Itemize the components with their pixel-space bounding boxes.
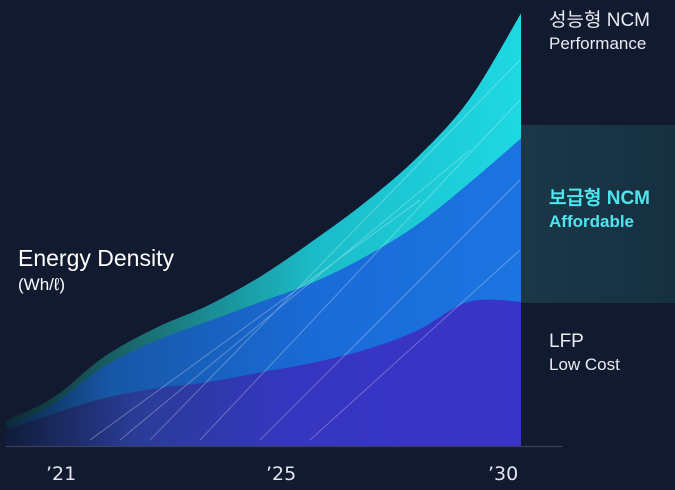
legend-affordable: 보급형 NCM Affordable <box>549 187 650 233</box>
light-streak <box>199 99 521 441</box>
legend-sublabel: Affordable <box>549 212 634 231</box>
area-lfp <box>6 299 521 446</box>
legend-sublabel: Low Cost <box>549 355 620 374</box>
legend-label: 보급형 NCM <box>549 188 650 209</box>
chart-areas <box>6 13 521 447</box>
light-streak <box>89 199 421 441</box>
legend-label: 성능형 NCM <box>549 10 650 31</box>
x-tick-label: ’30 <box>488 463 519 485</box>
y-axis-title: Energy Density <box>18 245 174 271</box>
legend-label: LFP <box>549 331 584 352</box>
light-streak <box>119 149 471 441</box>
legend-highlight-panel <box>521 125 675 303</box>
light-streak <box>149 59 521 441</box>
legend-lfp: LFP Low Cost <box>549 330 620 376</box>
x-tick-label: ’25 <box>266 463 297 485</box>
x-tick-label: ’21 <box>46 463 77 485</box>
light-streak <box>259 179 521 441</box>
legend-performance: 성능형 NCM Performance <box>549 9 650 55</box>
y-axis-label: Energy Density (Wh/ℓ) <box>18 243 174 297</box>
light-streaks <box>89 59 521 441</box>
light-streak <box>309 249 521 441</box>
legend-sublabel: Performance <box>549 34 647 53</box>
y-axis-unit: (Wh/ℓ) <box>18 275 66 294</box>
